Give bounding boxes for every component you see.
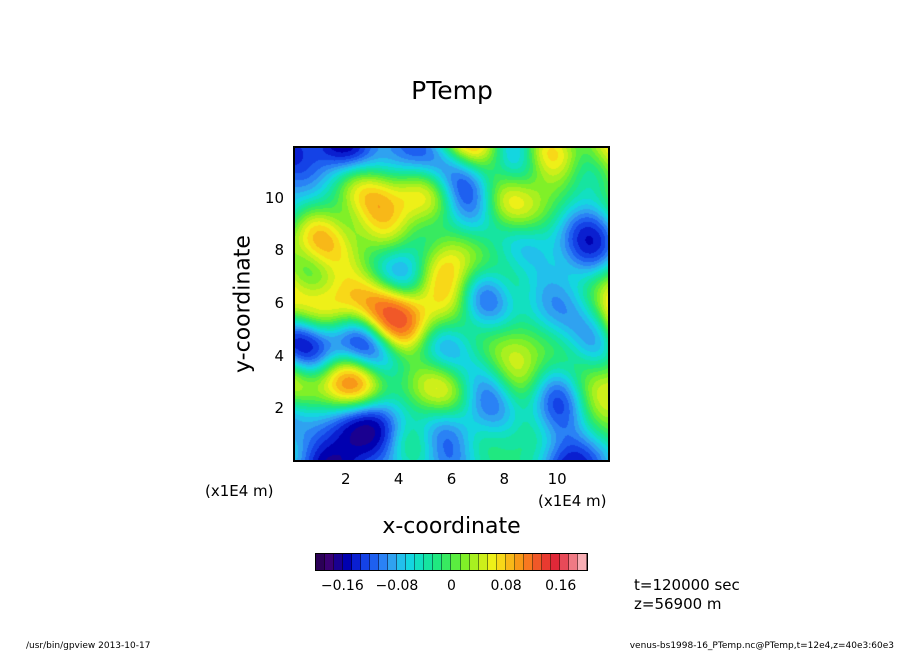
x-tick-label: 6 xyxy=(446,470,457,488)
colorbar-swatch xyxy=(559,554,569,570)
colorbar-swatch xyxy=(415,554,425,570)
colorbar-swatch xyxy=(442,554,452,570)
colorbar-swatch xyxy=(487,554,497,570)
colorbar-swatch xyxy=(550,554,560,570)
colorbar-swatch xyxy=(406,554,416,570)
chart-title: PTemp xyxy=(411,76,493,105)
x-axis-label: x-coordinate xyxy=(382,514,521,539)
colorbar-swatch xyxy=(316,554,326,570)
colorbar-swatch xyxy=(469,554,479,570)
colorbar-swatch xyxy=(496,554,506,570)
colorbar-tick-label: −0.08 xyxy=(375,578,419,594)
colorbar-swatch xyxy=(478,554,488,570)
colorbar-swatch xyxy=(370,554,380,570)
x-tick-label: 10 xyxy=(547,470,567,488)
y-axis-unit: (x1E4 m) xyxy=(205,482,274,500)
y-tick-label: 2 xyxy=(274,399,284,418)
y-axis-label: y-coordinate xyxy=(230,235,256,373)
colorbar-swatch xyxy=(451,554,461,570)
colorbar-swatch xyxy=(532,554,542,570)
colorbar-swatch xyxy=(361,554,371,570)
colorbar-swatch xyxy=(388,554,398,570)
colorbar-swatch xyxy=(541,554,551,570)
height-annotation: z=56900 m xyxy=(634,595,722,613)
x-tick-label: 2 xyxy=(341,470,351,488)
colorbar-tick-label: 0 xyxy=(447,578,456,594)
y-tick-label: 8 xyxy=(274,241,284,260)
x-tick-label: 4 xyxy=(393,470,404,488)
colorbar-swatch xyxy=(514,554,524,570)
colorbar-swatch xyxy=(460,554,470,570)
colorbar-swatch xyxy=(523,554,533,570)
y-tick-label: 6 xyxy=(274,294,284,312)
colorbar-swatch xyxy=(352,554,362,570)
colorbar-swatch xyxy=(433,554,443,570)
colorbar-swatch xyxy=(577,554,587,570)
plot-area xyxy=(293,146,610,462)
colorbar-swatch xyxy=(397,554,407,570)
x-axis-unit: (x1E4 m) xyxy=(538,492,607,510)
footer-program-date: /usr/bin/gpview 2013-10-17 xyxy=(26,641,151,651)
colorbar-swatch xyxy=(379,554,389,570)
colorbar-tick-label: −0.16 xyxy=(320,578,364,594)
colorbar xyxy=(315,553,588,571)
y-tick-label: 10 xyxy=(264,188,284,207)
x-tick-label: 8 xyxy=(499,470,510,488)
colorbar-swatch xyxy=(334,554,344,570)
colorbar-tick-label: 0.08 xyxy=(490,578,522,594)
colorbar-swatch xyxy=(325,554,335,570)
time-annotation: t=120000 sec xyxy=(634,576,740,594)
colorbar-swatch xyxy=(424,554,434,570)
colorbar-swatch xyxy=(568,554,578,570)
footer-source-file: venus-bs1998-16_PTemp.nc@PTemp,t=12e4,z=… xyxy=(629,641,894,651)
colorbar-swatch xyxy=(343,554,353,570)
colorbar-tick-label: 0.16 xyxy=(545,578,577,594)
ptemp-heatmap xyxy=(295,148,608,460)
y-tick-label: 4 xyxy=(274,346,284,365)
colorbar-swatch xyxy=(505,554,515,570)
